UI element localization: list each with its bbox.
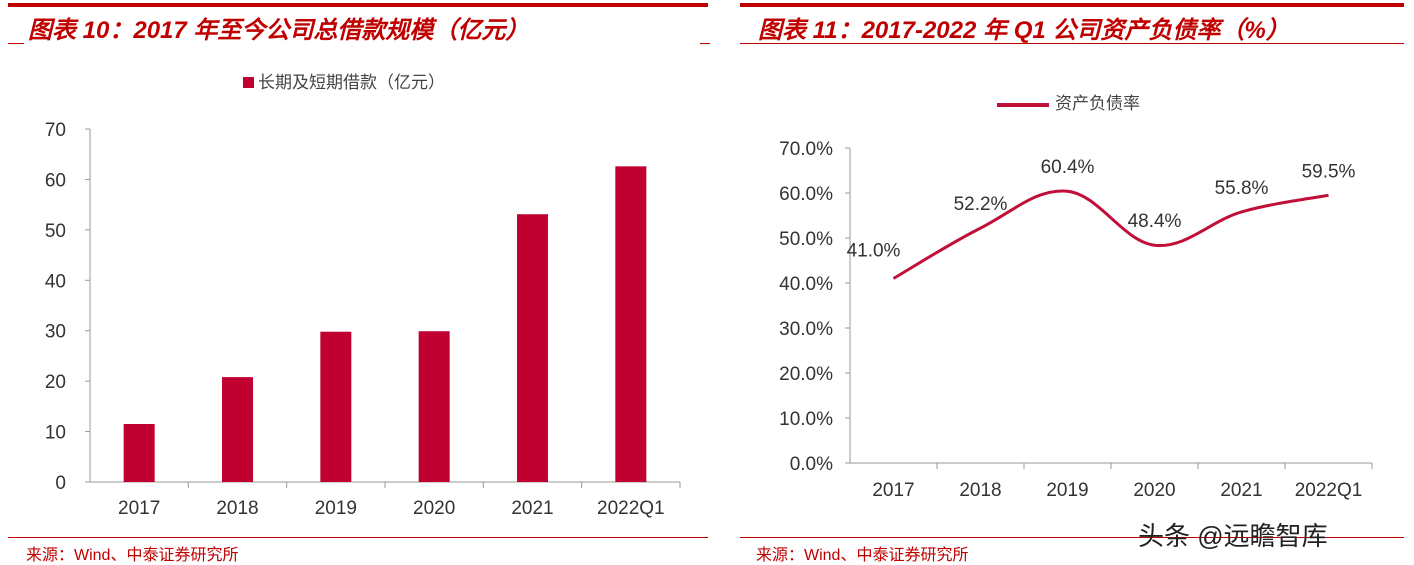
right-footer-rule xyxy=(740,537,1404,538)
x-tick-label: 2019 xyxy=(1046,480,1088,501)
legend-line xyxy=(997,102,1049,107)
y-tick-label: 10 xyxy=(45,423,66,444)
data-label: 59.5% xyxy=(1302,161,1356,182)
legend-label: 长期及短期借款（亿元） xyxy=(258,73,445,93)
bar-chart: 0 10 20 30 40 50 60 70 2017 2018 2019 2020 2021 2022Q… xyxy=(45,120,681,519)
x-tick-label: 2018 xyxy=(959,480,1001,501)
y-tick-label: 30.0% xyxy=(779,319,833,340)
x-tick-label: 2018 xyxy=(216,498,258,519)
right-legend: 资产负债率 xyxy=(997,89,1140,114)
x-tick-label: 2017 xyxy=(118,498,160,519)
right-title-rule xyxy=(740,43,1404,44)
y-tick-label: 70.0% xyxy=(779,139,833,160)
y-tick-label: 0.0% xyxy=(790,454,833,475)
legend-label: 资产负债率 xyxy=(1055,94,1140,114)
left-legend: 长期及短期借款（亿元） xyxy=(243,68,445,93)
legend-swatch xyxy=(243,77,254,88)
y-tick-label: 20.0% xyxy=(779,364,833,385)
x-tick-label: 2021 xyxy=(511,498,553,519)
left-title-rule xyxy=(8,43,24,44)
y-tick-label: 50.0% xyxy=(779,229,833,250)
y-tick-label: 60.0% xyxy=(779,184,833,205)
y-tick-label: 40 xyxy=(45,271,66,292)
left-footer-rule xyxy=(8,537,708,538)
series-line xyxy=(892,189,1329,280)
right-source: 来源：Wind、中泰证券研究所 xyxy=(756,547,969,564)
y-tick-label: 20 xyxy=(45,372,66,393)
left-title-rule-end xyxy=(700,43,710,44)
line-chart: 0.0% 10.0% 20.0% 30.0% 40.0% 50.0% 60.0% 70.0% 2… xyxy=(779,139,1373,501)
bar-2021 xyxy=(517,214,548,482)
bar-2018 xyxy=(222,377,253,482)
y-tick-label: 0 xyxy=(55,473,66,494)
x-tick-label: 2017 xyxy=(872,480,914,501)
y-tick-label: 30 xyxy=(45,322,66,343)
right-top-rule xyxy=(740,3,1404,7)
x-tick-label: 2021 xyxy=(1220,480,1262,501)
x-tick-label: 2020 xyxy=(413,498,455,519)
x-tick-label: 2019 xyxy=(315,498,357,519)
data-label: 55.8% xyxy=(1215,178,1269,199)
y-tick-label: 70 xyxy=(45,120,66,141)
x-tick-label: 2022Q1 xyxy=(1295,480,1363,501)
right-chart-title: 图表 11：2017-2022 年 Q1 公司资产负债率（%） xyxy=(758,17,1290,44)
bar-2017 xyxy=(123,424,155,482)
y-tick-label: 10.0% xyxy=(779,409,833,430)
left-top-rule xyxy=(8,3,708,7)
bar-2022Q1 xyxy=(615,166,647,482)
bar-2020 xyxy=(418,331,450,482)
bar-2019 xyxy=(320,331,352,482)
x-tick-label: 2020 xyxy=(1133,480,1175,501)
left-chart-title: 图表 10：2017 年至今公司总借款规模（亿元） xyxy=(28,17,530,44)
y-tick-label: 50 xyxy=(45,221,66,242)
left-source: 来源：Wind、中泰证券研究所 xyxy=(26,547,239,564)
x-tick-label: 2022Q1 xyxy=(597,498,665,519)
data-label: 48.4% xyxy=(1128,211,1182,232)
data-label: 52.2% xyxy=(954,194,1008,215)
y-tick-label: 60 xyxy=(45,170,66,191)
watermark: 头条 @远瞻智库 xyxy=(1138,521,1328,551)
data-label: 60.4% xyxy=(1041,157,1095,178)
data-label: 41.0% xyxy=(847,241,901,262)
y-tick-label: 40.0% xyxy=(779,274,833,295)
